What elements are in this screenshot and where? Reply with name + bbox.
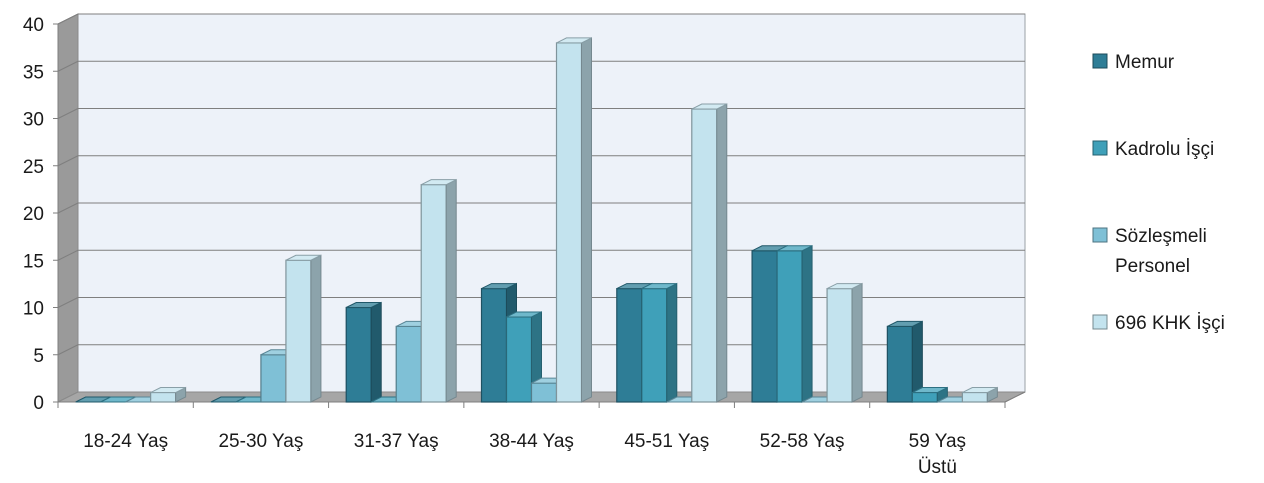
gridline-side <box>57 60 79 72</box>
y-tick-label: 20 <box>23 204 44 225</box>
y-tick-label: 25 <box>23 157 44 178</box>
legend-item: Sözleşmeli Personel <box>1092 226 1207 277</box>
legend-label: 696 KHK İşçi <box>1115 313 1225 334</box>
bar <box>345 301 382 403</box>
gridline-side <box>57 108 79 119</box>
x-category-label: 31-37 Yaş <box>354 431 439 452</box>
legend-item: Kadrolu İşçi <box>1092 139 1214 160</box>
y-tick-label: 15 <box>23 251 44 272</box>
gridline-side <box>57 155 79 167</box>
y-tick-label: 10 <box>23 299 44 320</box>
x-category-label: 18-24 Yaş <box>83 431 168 452</box>
gridline-side <box>57 13 79 25</box>
bar <box>641 282 678 403</box>
x-axis-edge <box>1004 391 1026 403</box>
x-category-label: 52-58 Yaş <box>760 431 845 452</box>
y-tick-label: 0 <box>33 393 44 414</box>
legend-swatch <box>1092 53 1108 69</box>
legend-item: Memur <box>1092 52 1175 73</box>
bar <box>285 254 322 403</box>
bar <box>505 311 542 403</box>
gridline-side <box>57 202 79 214</box>
bar <box>961 386 998 403</box>
bar <box>776 244 813 403</box>
legend-swatch <box>1092 314 1108 330</box>
y-tick-label: 5 <box>33 346 44 367</box>
legend-swatch <box>1092 227 1108 243</box>
x-category-label: 45-51 Yaş <box>624 431 709 452</box>
x-category-label: 38-44 Yaş <box>489 431 574 452</box>
legend-label: Memur <box>1115 52 1175 73</box>
y-tick-label: 35 <box>23 62 44 83</box>
legend-swatch <box>1092 140 1108 156</box>
legend-label: Sözleşmeli Personel <box>1115 226 1207 277</box>
x-category-label: 59 Yaş Üstü <box>909 431 966 478</box>
bar <box>826 282 863 403</box>
bar <box>886 320 923 403</box>
legend-label: Kadrolu İşçi <box>1115 139 1214 160</box>
y-tick-label: 40 <box>23 15 44 36</box>
y-tick-label: 30 <box>23 110 44 131</box>
gridline-side <box>57 249 79 261</box>
bar <box>691 103 728 403</box>
bars <box>75 37 998 403</box>
bar <box>420 178 457 403</box>
bar <box>911 386 948 403</box>
bar <box>150 386 187 403</box>
legend-item: 696 KHK İşçi <box>1092 313 1225 334</box>
gridline-side <box>57 344 79 356</box>
bar <box>555 37 592 403</box>
axis-labels: 0 5 10 15 20 25 30 35 40 18-24 Yaş 25-30 Yaş 31-37 … <box>23 15 966 478</box>
legend: Memur Kadrolu İşçi Sözleşmeli Personel 696 K… <box>1092 52 1225 334</box>
gridline-side <box>57 297 79 308</box>
gridlines <box>57 13 1025 356</box>
x-category-label: 25-30 Yaş <box>218 431 303 452</box>
